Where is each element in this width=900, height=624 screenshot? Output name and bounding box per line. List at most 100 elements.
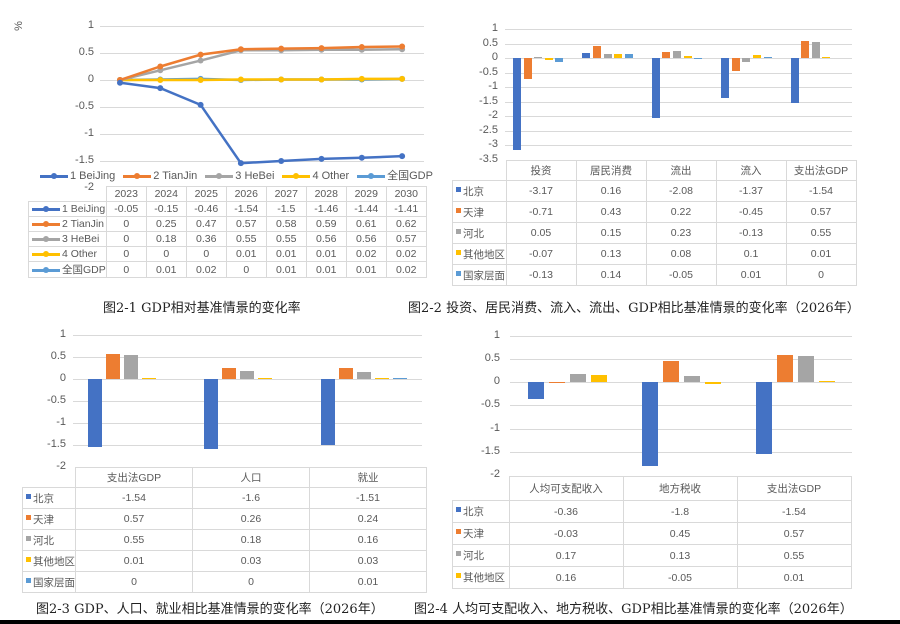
data-point-marker	[278, 45, 285, 52]
table-header-row: 投资 居民消费 流出 流入 支出法GDP	[453, 160, 857, 181]
gridline	[73, 335, 422, 336]
gridline	[505, 116, 852, 117]
legend-swatch-icon	[456, 207, 461, 213]
table-cell: 0.45	[622, 522, 738, 545]
legend-item: 全国GDP	[357, 170, 433, 182]
table-cell: 0.26	[192, 508, 310, 530]
table-cell: 0.1	[715, 243, 787, 265]
table-cell: 0.22	[645, 201, 717, 223]
table-cell: 0.02	[185, 261, 227, 278]
gridline	[100, 107, 424, 108]
table-cell: -0.45	[715, 201, 787, 223]
table-corner	[453, 477, 510, 501]
table-cell: 0.43	[575, 201, 647, 223]
table-cell: 0.57	[385, 231, 427, 247]
table-cell: 0.18	[145, 231, 187, 247]
table-cell: 0.18	[192, 529, 310, 551]
table-row-label: 北京	[452, 500, 510, 523]
table-header-row: 支出法GDP 人口 就业	[23, 467, 427, 488]
gridline	[73, 423, 422, 424]
table-cell: -0.13	[505, 264, 577, 286]
table-cell: 0.01	[305, 261, 347, 278]
table-cell: 0.57	[736, 522, 852, 545]
data-point-marker	[117, 79, 123, 86]
table-cell: 0.02	[345, 246, 387, 262]
line-series	[120, 77, 403, 82]
table-row: 河北 0.17 0.13 0.55	[452, 544, 852, 567]
table-cell: -1.46	[305, 201, 347, 217]
bar	[528, 382, 544, 399]
table-cell: -0.05	[645, 264, 717, 286]
table-row-label: 国家层面	[22, 571, 76, 593]
legend-label: 1 BeiJing	[70, 170, 116, 182]
table-cell: -1.54	[736, 500, 852, 523]
bar	[204, 379, 219, 450]
bar	[603, 53, 612, 58]
legend-swatch-icon	[456, 228, 461, 234]
legend-line-marker-icon	[205, 171, 234, 181]
y-tick-label: 0.5	[482, 36, 498, 49]
y-tick-label: -3	[488, 138, 498, 150]
legend-line-marker-icon	[32, 219, 60, 229]
table-cell: -0.05	[622, 566, 738, 589]
legend-line-marker-icon	[32, 234, 60, 244]
bar	[624, 53, 633, 58]
table-cell: 0.55	[75, 529, 193, 551]
series-name: 其他地区	[463, 248, 505, 261]
table-cell: -0.36	[508, 500, 624, 523]
data-point-marker	[318, 76, 325, 83]
table-cell: 0	[225, 261, 267, 278]
legend-line-marker-icon	[40, 171, 68, 181]
table-row: 3 HeBei 0 0.18 0.36 0.55 0.55 0.56 0.56 0.57	[28, 231, 427, 247]
bar	[763, 57, 772, 58]
data-point-marker	[197, 77, 204, 83]
data-point-marker	[278, 76, 285, 83]
gridline	[510, 405, 852, 407]
table-row-label: 其他地区	[452, 243, 507, 265]
table-row: 国家层面 -0.13 0.14 -0.05 0.01 0	[452, 264, 857, 286]
table-cell: 0.13	[575, 243, 647, 265]
bar	[819, 381, 835, 382]
bar	[742, 58, 751, 62]
bar	[798, 356, 814, 382]
y-tick-label: 0.5	[50, 350, 66, 362]
bar	[374, 377, 389, 379]
gridline	[100, 53, 424, 54]
table-column-header: 2030	[385, 186, 427, 202]
table-cell: 0	[75, 571, 193, 593]
data-point-marker	[399, 43, 406, 50]
legend-swatch-icon	[26, 493, 31, 499]
table-column-header: 2028	[305, 186, 347, 202]
table-cell: 0	[192, 571, 310, 593]
legend-item: 1 BeiJing	[40, 170, 115, 182]
line-series	[119, 81, 403, 165]
table-cell: 0.01	[225, 246, 267, 262]
table-column-header: 就业	[309, 467, 427, 488]
table-row-label: 2 TianJin	[28, 216, 107, 232]
y-tick-label: -2	[84, 181, 94, 193]
bar	[753, 55, 761, 58]
table-row: 天津 -0.03 0.45 0.57	[452, 522, 852, 545]
table-row: 国家层面 0 0 0.01	[22, 571, 427, 593]
series-name: 国家层面	[33, 576, 75, 589]
table-cell: 0.01	[75, 550, 193, 572]
table-column-header: 2024	[145, 186, 187, 202]
bar	[356, 371, 371, 379]
y-tick-label: 0	[491, 51, 498, 63]
series-name: 国家层面	[463, 269, 505, 282]
y-tick-label: 1	[493, 328, 500, 341]
bar	[392, 378, 407, 379]
series-name: 4 Other	[62, 248, 98, 260]
bar	[88, 379, 102, 447]
bar	[124, 354, 138, 379]
gridline	[505, 43, 852, 45]
y-tick-label: -2	[490, 468, 500, 480]
series-name: 其他地区	[463, 572, 505, 584]
table-cell: 0.08	[645, 243, 717, 265]
gridline	[505, 145, 852, 146]
table-column-header: 2029	[345, 186, 387, 202]
table-cell: -1.37	[715, 180, 787, 202]
y-tick-label: -2	[56, 460, 66, 472]
table-row: 天津 0.57 0.26 0.24	[22, 508, 427, 530]
table-cell: -2.08	[645, 180, 717, 202]
